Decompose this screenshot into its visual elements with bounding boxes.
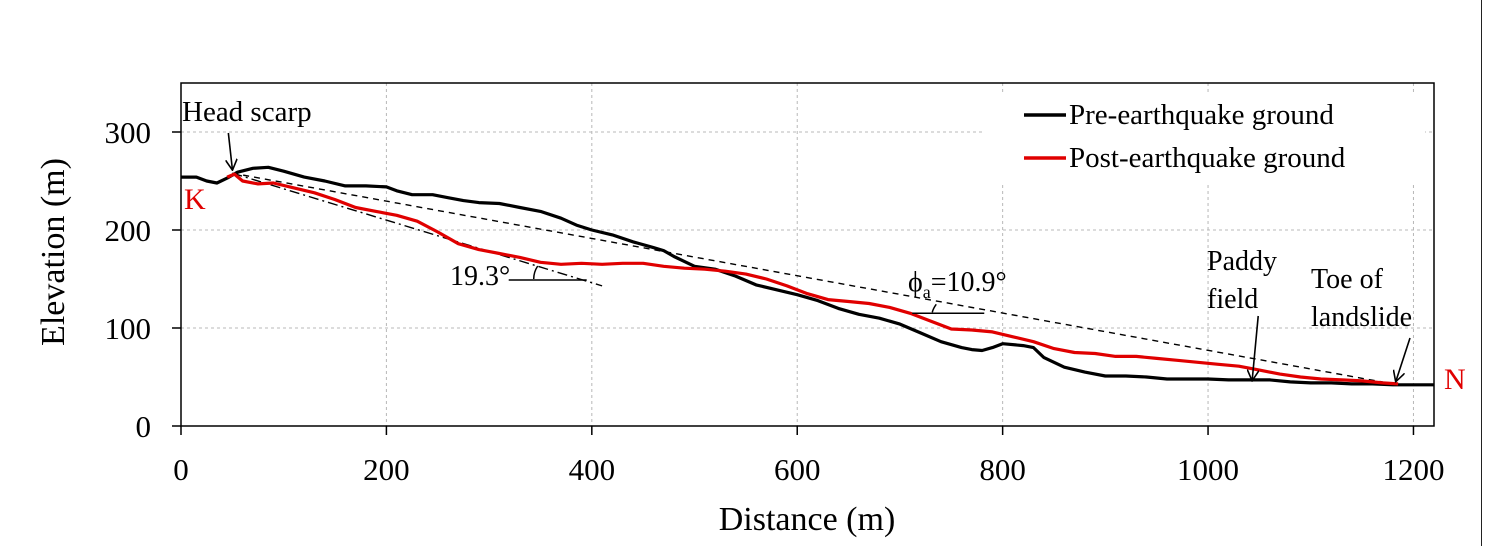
plot-frame <box>180 82 1435 427</box>
y-tick-label-300: 300 <box>105 115 152 150</box>
angle-phi-label: ϕa=10.9° <box>908 267 1007 302</box>
right-edge-border <box>1481 0 1482 546</box>
axis-labels: Distance (m) Elevation (m) <box>35 158 895 538</box>
axis-ticks: 0 200 400 600 800 1000 1200 0 100 200 300 <box>105 115 1445 487</box>
x-tick-label-200: 200 <box>363 452 410 487</box>
angle-phi-value: =10.9° <box>931 267 1007 298</box>
legend-background <box>985 92 1425 182</box>
x-tick-label-1000: 1000 <box>1177 452 1239 487</box>
toe-label-line1: Toe of <box>1311 264 1384 295</box>
toe-of-landslide-arrow <box>1396 337 1411 381</box>
paddy-field-label-line2: field <box>1207 284 1258 315</box>
legend: Pre-earthquake ground Post-earthquake gr… <box>985 92 1425 182</box>
toe-label-line2: landslide <box>1311 302 1412 333</box>
paddy-field-arrow <box>1252 315 1258 380</box>
angle-phi-arc <box>931 303 937 313</box>
series-line-pre-earthquake <box>181 165 1434 387</box>
head-scarp-arrow <box>228 132 232 169</box>
angle-phi-subscript: a <box>923 282 931 302</box>
x-tick-label-0: 0 <box>173 452 189 487</box>
head-scarp-label: Head scarp <box>182 96 312 128</box>
reference-lines <box>232 172 1399 386</box>
angle-scarp-label: 19.3° <box>450 261 510 292</box>
series-line-post-earthquake <box>226 172 1399 386</box>
x-tick-label-800: 800 <box>979 452 1026 487</box>
point-k-label: K <box>184 183 206 216</box>
x-axis-label: Distance (m) <box>719 501 896 538</box>
reference-line-dashdot <box>232 172 603 287</box>
point-n-label: N <box>1444 363 1466 396</box>
angle-scarp-arc <box>532 265 539 279</box>
x-tick-label-400: 400 <box>569 452 616 487</box>
reference-line-dashed <box>232 172 1399 386</box>
y-axis-label: Elevation (m) <box>35 158 72 346</box>
series-group <box>181 165 1434 387</box>
annotations: Head scarp 19.3° ϕa=10.9° Paddy field To… <box>182 96 1466 396</box>
x-tick-label-1200: 1200 <box>1382 452 1444 487</box>
legend-label-post: Post-earthquake ground <box>1069 142 1346 174</box>
y-tick-label-200: 200 <box>105 213 152 248</box>
legend-label-pre: Pre-earthquake ground <box>1069 99 1334 131</box>
y-tick-label-0: 0 <box>136 409 152 444</box>
paddy-field-label-line1: Paddy <box>1207 246 1277 277</box>
x-tick-label-600: 600 <box>774 452 821 487</box>
angle-phi-symbol: ϕ <box>908 267 923 298</box>
y-tick-label-100: 100 <box>105 311 152 346</box>
